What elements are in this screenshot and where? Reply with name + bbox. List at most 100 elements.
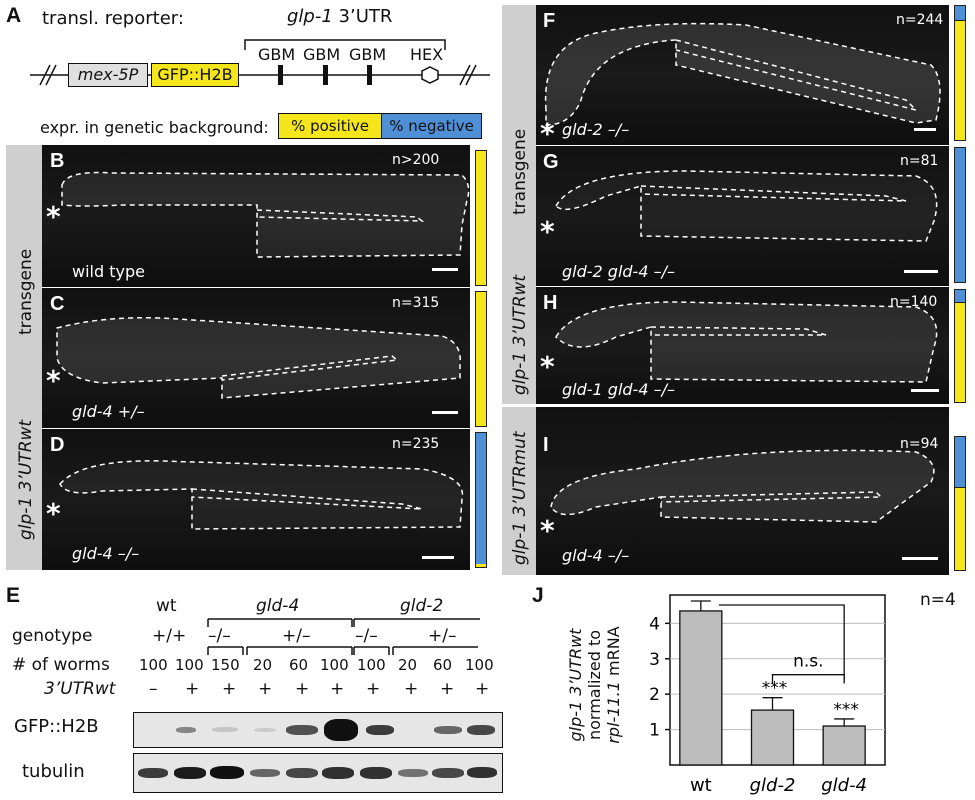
panel-g-scalebar [904,270,938,273]
panel-i-scalebar [902,557,938,560]
panel-f-asterisk: * [540,117,555,150]
reporter-label: transl. reporter: [42,8,184,29]
tubulin-blot [133,753,503,793]
ylabel-line-1: glp-1 3’UTRwt [566,628,585,742]
group-gld2: gld-2 [400,596,444,616]
left-grey-sidebar [6,145,42,570]
genotype-gld4-homo: –/– [208,626,231,646]
bar-gld-4 [822,725,866,766]
panel-g-outline [555,170,938,242]
panel-b-n: n>200 [392,152,440,168]
panel-d-n: n=235 [392,436,440,452]
panel-h-expression-bar [954,289,966,403]
worms-lane-4: 20 [253,656,273,674]
panel-i-asterisk: * [540,514,555,547]
bar-wt [679,610,723,766]
utr-suffix: 3’UTR [332,6,393,27]
legend-positive: % positive [278,113,382,139]
legend-negative-label: % negative [389,117,474,135]
worms-row-label: # of worms [12,655,110,675]
genotype-wt: +/+ [152,626,187,646]
tubulin-band-lane-10 [467,767,497,778]
panel-d-positive-fill [476,564,486,567]
utr-lane-4: + [258,679,273,699]
panel-i-image [536,407,949,575]
bracket-ns [771,674,845,684]
gfp-band-lane-5 [286,725,318,735]
panel-g-letter: G [543,151,559,173]
left-transgene-label: transgene [16,248,36,335]
panel-d-expression-bar [475,432,487,568]
panel-f-n: n=244 [896,12,944,28]
panel-i-expression-bar [954,436,966,571]
utr-label: glp-1 3’UTR [287,6,392,27]
panel-i-genotype: gld-4 –/– [562,546,630,565]
worms-lane-9: 60 [433,656,453,674]
panel-c-letter: C [50,293,65,315]
genotype-gld2-het: +/– [428,626,457,646]
panel-j-n: n=4 [920,590,956,610]
worms-lane-10: 100 [465,656,494,674]
panel-c-outline [56,316,461,399]
ns-label: n.s. [793,652,823,672]
panel-d-outline [59,460,464,530]
utr-lane-5: + [295,679,310,699]
panel-g-image [536,146,949,286]
panel-g-n: n=81 [900,153,939,169]
panel-f-negative-fill [955,6,965,21]
panel-b-letter: B [50,150,65,172]
promoter-box: mex-5P [68,63,148,87]
right-sidebar-divider [502,404,536,407]
panel-h-scalebar [911,389,939,392]
utr-lane-6: + [330,679,345,699]
panel-i-negative-fill [955,437,965,488]
panel-d-image [42,429,470,570]
panel-f-expression-bar [954,5,966,141]
x-label-gld-4: gld-4 [821,775,867,796]
worms-lane-6: 100 [320,656,349,674]
gfp-band-lane-9 [434,726,462,734]
panel-g-expression-bar [954,147,966,283]
y-tick-label: 3 [649,650,660,670]
gfp-band-lane-4 [254,728,276,732]
bracket-wt [718,604,845,680]
legend-negative: % negative [382,113,482,139]
tubulin-row-label: tubulin [22,761,85,782]
panel-f-scalebar [914,128,936,131]
x-label-wt: wt [690,775,712,796]
panel-c-asterisk: * [46,364,61,397]
tubulin-band-lane-8 [398,769,428,777]
tubulin-band-lane-3 [210,766,244,779]
panel-f-image [536,5,949,145]
panel-h-letter: H [543,292,558,314]
tubulin-band-lane-2 [174,767,206,779]
utr-lane-10: + [475,679,490,699]
y-tick-label: 2 [649,685,660,705]
element-hex: HEX [410,45,444,64]
panel-h-n: n=140 [890,294,938,310]
panel-d-asterisk: * [46,497,61,530]
bar-gld-2 [750,709,795,766]
tubulin-band-lane-4 [250,769,280,777]
utr-row-label: 3’UTRwt [44,679,116,699]
panel-a-letter: A [6,4,22,27]
panel-c-genotype: gld-4 +/– [72,402,145,421]
tubulin-band-lane-5 [286,768,318,778]
panel-i-n: n=94 [900,436,939,452]
panel-b-scalebar [432,268,458,271]
genotype-gld4-het: +/– [282,626,311,646]
utr-lane-9: + [440,679,455,699]
panel-h-image [536,287,949,404]
gfp-blot [133,712,503,748]
panel-h-negative-fill [955,290,965,303]
panel-h-asterisk: * [540,350,555,383]
tubulin-band-lane-6 [322,767,354,779]
worms-lane-7: 100 [357,656,386,674]
panel-i-outline [550,449,935,523]
left-construct-label: glp-1 3’UTRwt [16,419,36,540]
x-label-gld-2: gld-2 [750,775,796,796]
panel-c-scalebar [432,411,458,414]
significance-label: *** [762,679,788,699]
panel-j-ylabel: glp-1 3’UTRwt normalized to rpl-11.1 mRN… [566,580,623,790]
gfp-row-label: GFP::H2B [14,716,99,737]
